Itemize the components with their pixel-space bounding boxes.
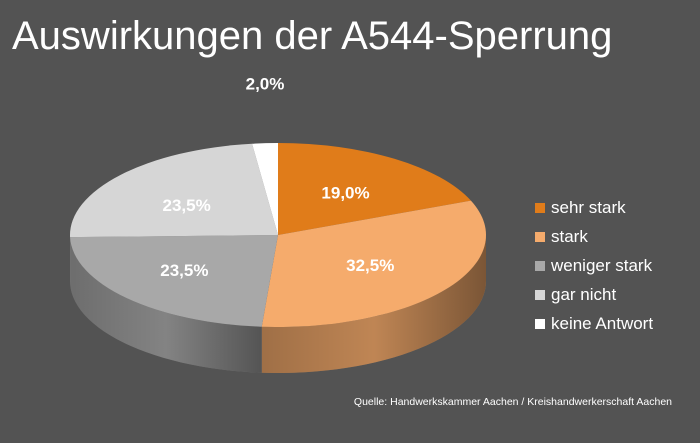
slice-label-weniger-stark: 23,5% (160, 261, 208, 280)
pie-slice-stark (261, 200, 486, 327)
legend-item-stark: stark (535, 222, 653, 251)
source-note: Quelle: Handwerkskammer Aachen / Kreisha… (353, 396, 672, 408)
legend-label: weniger stark (551, 255, 653, 275)
legend-item-keine-antwort: keine Antwort (535, 309, 653, 338)
pie-labels: 19,0% 32,5% 23,5% 23,5% 2,0% (160, 75, 394, 280)
pie-sides (70, 235, 486, 373)
pie-side-shade-stark (261, 235, 486, 373)
legend-label: keine Antwort (551, 313, 654, 333)
legend-swatch (535, 231, 545, 242)
legend-label: sehr stark (551, 197, 626, 217)
chart-title: Auswirkungen der A544-Sperrung (12, 14, 613, 58)
legend-swatch (535, 289, 545, 300)
legend-swatch (535, 318, 545, 329)
legend: sehr stark stark weniger stark gar nicht kei… (535, 193, 653, 338)
pie-side-shade-weniger-stark (70, 237, 262, 373)
legend-label: gar nicht (551, 284, 617, 304)
legend-swatch (535, 260, 545, 271)
legend-item-weniger-stark: weniger stark (535, 251, 653, 280)
slice-label-keine-antwort: 2,0% (246, 75, 285, 94)
legend-item-gar-nicht: gar nicht (535, 280, 653, 309)
pie-slice-weniger-stark (70, 235, 278, 327)
slice-label-gar-nicht: 23,5% (163, 196, 211, 215)
legend-item-sehr-stark: sehr stark (535, 193, 653, 222)
slice-label-stark: 32,5% (346, 256, 394, 275)
pie-slice-sehr-stark (278, 143, 471, 235)
pie-slice-keine-antwort (252, 143, 278, 235)
slice-label-sehr-stark: 19,0% (321, 183, 369, 202)
legend-label: stark (551, 226, 588, 246)
legend-swatch (535, 202, 545, 213)
pie-slice-gar-nicht (70, 143, 278, 238)
pie-top (70, 143, 486, 327)
